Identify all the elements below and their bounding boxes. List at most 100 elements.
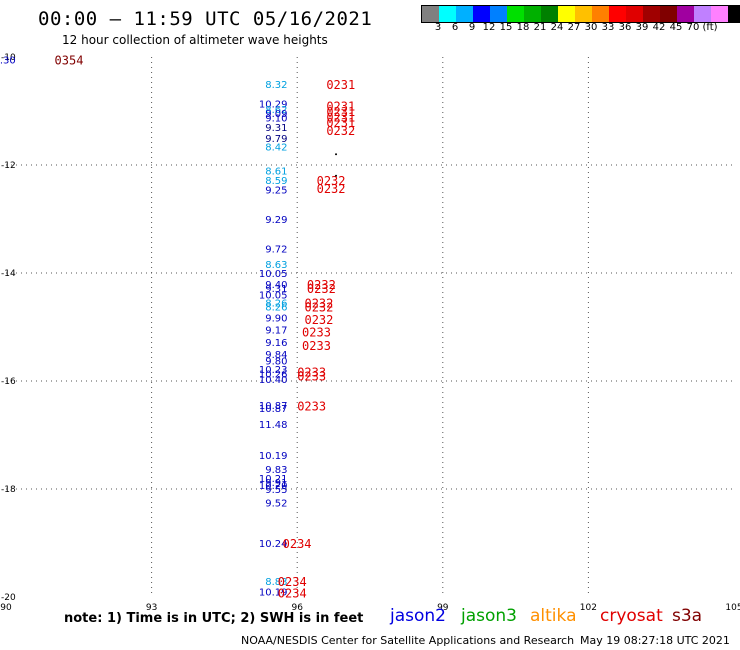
wave-height-label: 9.72 [265,245,287,256]
legend-swatch [660,6,677,22]
lat-tick-label: -12 [1,161,16,171]
time-label: 0233 [297,370,326,384]
lon-tick-label: 90 [0,603,12,613]
wave-height-label: 10.20 [259,481,288,492]
time-labels: 0354023102310231023102310232023202320232… [55,54,356,601]
page-title: 00:00 – 11:59 UTC 05/16/2021 [38,8,373,30]
lat-tick-label: -10 [1,53,16,63]
legend-label: 30 [584,22,598,33]
legend-swatch [592,6,609,22]
credit-line: NOAA/NESDIS Center for Satellite Applica… [241,634,575,647]
legend-label: 39 [635,22,649,33]
legend-swatch [711,6,728,22]
legend-label: 15 [499,22,513,33]
wave-height-label: 8.26 [265,299,287,310]
wave-height-label: 9.29 [265,215,287,226]
satellite-label-cryosat: cryosat [600,606,663,626]
legend-swatch [507,6,524,22]
legend-swatch [558,6,575,22]
wave-height-label: 9.25 [265,185,287,196]
legend-label: 12 [482,22,496,33]
wave-height-label: 9.17 [265,326,287,337]
satellite-label-altika: altika [530,606,577,626]
legend-swatch [422,6,439,22]
wave-height-label: 10.87 [259,401,288,412]
wave-height-label: 8.83 [265,577,287,588]
page-subtitle: 12 hour collection of altimeter wave hei… [62,33,328,47]
generated-timestamp: May 19 08:27:18 UTC 2021 [580,634,730,647]
legend-label: 27 [567,22,581,33]
observation-labels: 9.308.3210.298.629.099.109.319.798.428.6… [0,56,287,599]
legend-swatch [473,6,490,22]
lat-lon-grid [6,57,734,597]
wave-height-label: 10.29 [259,99,288,110]
legend-swatch [490,6,507,22]
time-label: 0231 [326,100,355,114]
legend-swatch [541,6,558,22]
time-label: 0232 [317,174,346,188]
wave-height-label: 9.80 [265,356,287,367]
legend-label: 3 [434,22,442,33]
legend-label: 24 [550,22,564,33]
wave-height-label: 10.05 [259,291,288,302]
wave-height-label: 8.59 [265,176,287,187]
time-label: 0232 [317,182,346,196]
wave-height-label: 8.62 [265,105,287,116]
lon-tick-label: 99 [437,603,449,613]
wave-height-label: 8.63 [265,260,287,271]
wave-height-label: 9.16 [265,338,287,349]
time-label: 0354 [55,54,84,68]
time-label: 0233 [302,325,331,339]
legend-swatch [439,6,456,22]
wave-height-label: 8.26 [265,302,287,313]
wave-height-label: 9.83 [265,465,287,476]
satellite-label-jason2: jason2 [390,606,446,626]
legend-label: 33 [601,22,615,33]
lat-tick-label: -20 [1,593,16,603]
track-dot [335,153,338,156]
wave-height-label: 9.30 [0,56,16,67]
legend-label: 9 [468,22,476,33]
wave-height-label: 9.79 [265,134,287,145]
wave-height-label: 9.55 [265,485,287,496]
legend-label: 18 [516,22,530,33]
wave-height-label: 8.42 [265,143,287,154]
legend-label: (ft) [702,22,718,33]
footer-note: note: 1) Time is in UTC; 2) SWH is in fe… [64,611,364,626]
time-label: 0231 [326,110,355,124]
time-label: 0232 [304,297,333,311]
wave-height-label: 9.31 [265,284,287,295]
satellite-label-jason3: jason3 [461,606,517,626]
wave-height-label: 9.10 [265,113,287,124]
wave-height-label: 10.05 [259,269,288,280]
time-label: 0233 [302,339,331,353]
lat-tick-label: -14 [1,269,16,279]
wave-height-label: 10.21 [259,474,288,485]
wave-height-label: 9.91 [265,478,287,489]
wave-height-label: 10.24 [259,539,288,550]
wave-height-label: 11.48 [259,420,288,431]
legend-label: 45 [669,22,683,33]
time-label: 0234 [283,537,312,551]
legend-swatch [626,6,643,22]
time-label: 0234 [278,575,307,589]
legend-swatch [677,6,694,22]
legend-label: 21 [533,22,547,33]
time-label: 0232 [326,124,355,138]
legend-swatch [728,6,740,22]
legend-swatch [609,6,626,22]
time-label: 0232 [307,278,336,292]
legend-swatch [524,6,541,22]
lat-tick-label: -16 [1,377,16,387]
time-label: 0232 [304,300,333,314]
time-label: 0233 [297,365,326,379]
time-label: 0232 [307,282,336,296]
wave-height-label: 10.19 [259,588,288,599]
lat-tick-label: -18 [1,485,16,495]
wave-height-label: 8.61 [265,166,287,177]
legend-swatch [643,6,660,22]
legend-label: 70 [686,22,700,33]
wave-height-label: 10.26 [259,369,288,380]
wave-height-label: 8.32 [265,80,287,91]
